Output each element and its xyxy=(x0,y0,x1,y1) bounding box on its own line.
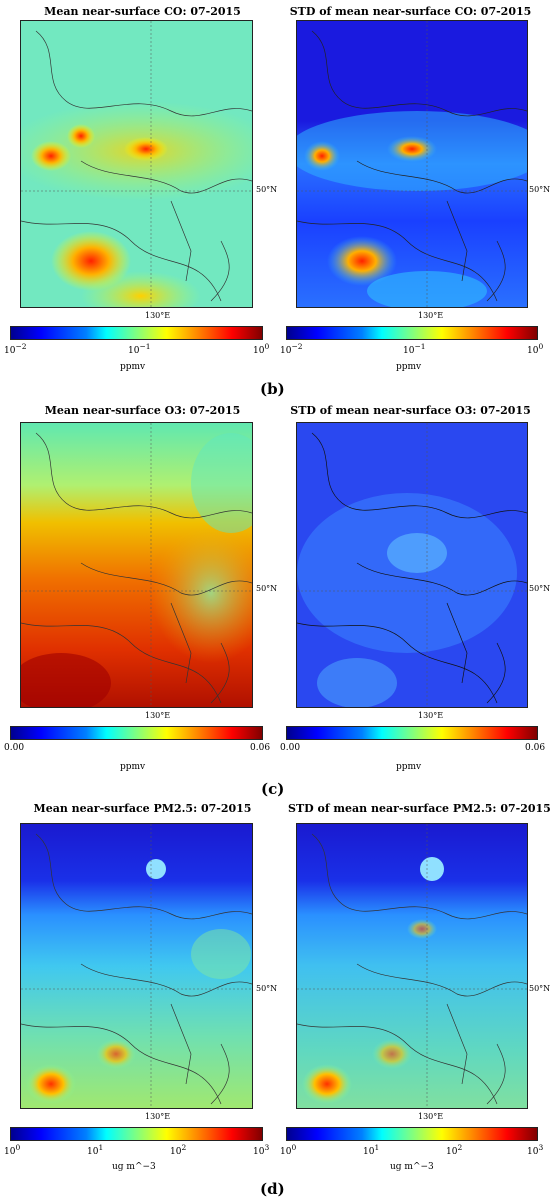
colorbar-tick: 10−2 xyxy=(280,342,303,356)
lat-label-co-std: 50°N xyxy=(529,185,550,194)
map-pm25-mean xyxy=(20,823,253,1109)
pm25-std-field xyxy=(297,824,527,1108)
lon-label-o3-std: 130°E xyxy=(418,711,444,720)
pm25-mean-field xyxy=(21,824,252,1108)
subfigure-label-b: (b) xyxy=(260,380,285,398)
colorbar-tick: 100 xyxy=(4,1143,21,1157)
colorbar-co-mean xyxy=(10,326,263,340)
colorbar-tick: 10−1 xyxy=(403,342,426,356)
colorbar-unit: ug m^−3 xyxy=(390,1162,434,1172)
panel-title-pm25-mean: Mean near-surface PM2.5: 07-2015 xyxy=(33,802,252,815)
map-o3-std xyxy=(296,422,528,708)
colorbar-tick: 0.00 xyxy=(4,743,25,753)
colorbar-unit: ug m^−3 xyxy=(112,1162,156,1172)
panel-title-o3-std: STD of mean near-surface O3: 07-2015 xyxy=(290,404,531,417)
colorbar-tick: 102 xyxy=(170,1143,187,1157)
co-std-field xyxy=(297,21,527,307)
colorbar-tick: 101 xyxy=(87,1143,104,1157)
colorbar-o3-std xyxy=(286,726,538,740)
panel-title-pm25-std: STD of mean near-surface PM2.5: 07-2015 xyxy=(288,802,550,815)
colorbar-unit: ppmv xyxy=(120,762,146,772)
lat-label-co-mean: 50°N xyxy=(256,185,278,194)
subfigure-label-c: (c) xyxy=(261,780,285,798)
o3-mean-field xyxy=(21,423,252,707)
colorbar-tick: 101 xyxy=(363,1143,380,1157)
lon-label-co-mean: 130°E xyxy=(145,311,171,320)
colorbar-unit: ppmv xyxy=(396,762,422,772)
lon-label-o3-mean: 130°E xyxy=(145,711,171,720)
lon-label-co-std: 130°E xyxy=(418,311,444,320)
lat-label-pm25-std: 50°N xyxy=(529,984,550,993)
map-o3-mean xyxy=(20,422,253,708)
colorbar-tick: 10−1 xyxy=(128,342,151,356)
co-mean-field xyxy=(21,21,252,307)
map-co-std xyxy=(296,20,528,308)
panel-title-o3-mean: Mean near-surface O3: 07-2015 xyxy=(44,404,241,417)
panel-title-co-std: STD of mean near-surface CO: 07-2015 xyxy=(289,5,532,18)
lat-label-o3-mean: 50°N xyxy=(256,584,278,593)
lat-label-o3-std: 50°N xyxy=(529,584,550,593)
colorbar-tick: 0.06 xyxy=(525,743,546,753)
colorbar-tick: 103 xyxy=(253,1143,270,1157)
map-co-mean xyxy=(20,20,253,308)
colorbar-tick: 100 xyxy=(527,342,544,356)
colorbar-pm25-std xyxy=(286,1127,538,1141)
subfigure-label-d: (d) xyxy=(260,1180,285,1198)
colorbar-tick: 102 xyxy=(446,1143,463,1157)
colorbar-tick: 0.00 xyxy=(280,743,301,753)
lat-label-pm25-mean: 50°N xyxy=(256,984,278,993)
o3-std-field xyxy=(297,423,527,707)
colorbar-tick: 100 xyxy=(280,1143,297,1157)
lon-label-pm25-mean: 130°E xyxy=(145,1112,171,1121)
lon-label-pm25-std: 130°E xyxy=(418,1112,444,1121)
panel-title-co-mean: Mean near-surface CO: 07-2015 xyxy=(44,5,241,18)
colorbar-unit: ppmv xyxy=(396,362,422,372)
colorbar-o3-mean xyxy=(10,726,263,740)
colorbar-tick: 10−2 xyxy=(4,342,27,356)
colorbar-unit: ppmv xyxy=(120,362,146,372)
colorbar-pm25-mean xyxy=(10,1127,263,1141)
map-pm25-std xyxy=(296,823,528,1109)
colorbar-tick: 0.06 xyxy=(250,743,271,753)
colorbar-co-std xyxy=(286,326,538,340)
colorbar-tick: 100 xyxy=(253,342,270,356)
colorbar-tick: 103 xyxy=(527,1143,544,1157)
